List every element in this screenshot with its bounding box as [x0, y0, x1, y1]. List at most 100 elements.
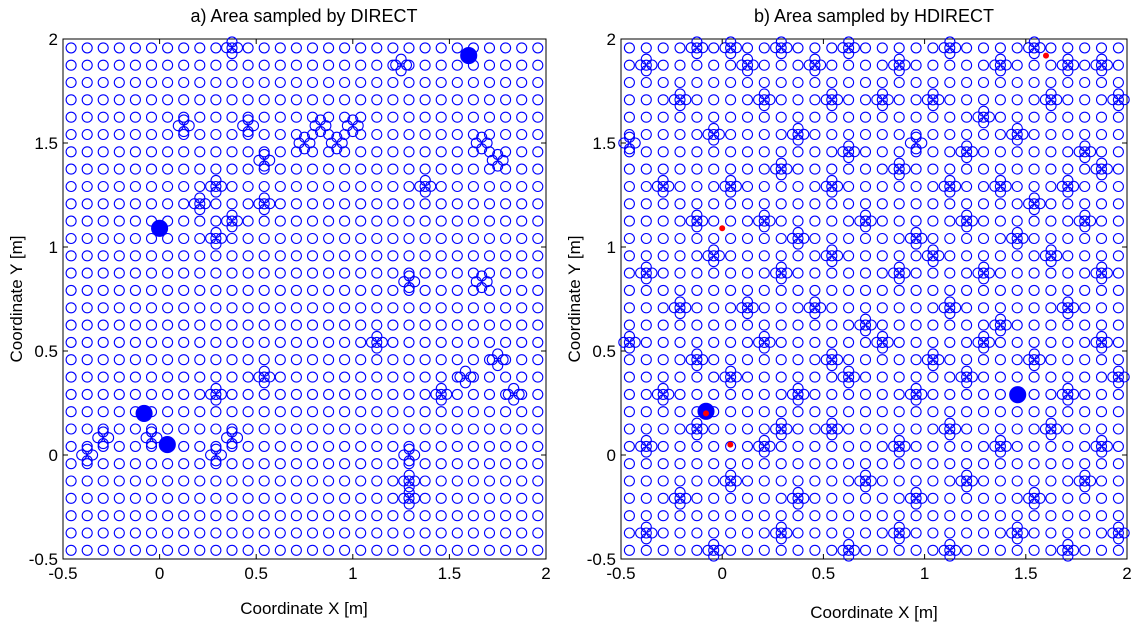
sample-point: [419, 527, 431, 539]
sample-point: [242, 128, 254, 141]
sample-point: [1011, 510, 1023, 522]
sample-point: [741, 232, 754, 245]
sample-point: [623, 163, 635, 175]
sample-point: [1045, 163, 1057, 175]
sample-point: [859, 215, 872, 227]
sample-point: [1028, 475, 1040, 487]
sample-point: [451, 250, 463, 262]
sample-point: [194, 146, 206, 158]
sample-point: [323, 423, 335, 435]
refined-sample-point: [1051, 94, 1063, 106]
sample-point: [242, 371, 254, 383]
sample-point: [809, 128, 821, 141]
sample-point: [258, 163, 270, 175]
sample-point: [97, 232, 109, 245]
sample-point: [1045, 198, 1057, 210]
sample-point: [708, 215, 720, 227]
sample-point: [210, 250, 222, 262]
sample-point: [210, 284, 222, 296]
refined-sample-point: [1045, 417, 1057, 429]
sample-point: [483, 180, 496, 193]
sample-point: [657, 146, 669, 158]
sample-point: [178, 111, 190, 123]
sample-point: [145, 319, 158, 331]
sample-point: [961, 336, 973, 348]
refined-sample-point: [747, 302, 759, 314]
sample-point: [741, 527, 754, 539]
refined-sample-point: [320, 120, 332, 132]
sample-point: [876, 354, 888, 366]
sample-point: [1112, 371, 1124, 383]
sample-point: [339, 336, 351, 348]
refined-sample-point: [994, 65, 1007, 77]
sample-point: [387, 510, 399, 522]
sample-point: [691, 59, 703, 71]
sample-point: [640, 302, 652, 314]
sample-point: [674, 42, 686, 54]
sample-point: [1028, 440, 1040, 452]
sample-point: [708, 76, 720, 89]
sample-point: [708, 319, 720, 331]
sample-point: [893, 111, 905, 123]
sample-point: [809, 111, 821, 123]
sample-point: [451, 371, 463, 383]
sample-point: [339, 163, 351, 175]
sample-point: [961, 215, 973, 227]
sample-point: [859, 232, 872, 245]
sample-point: [355, 336, 367, 348]
sample-point: [145, 510, 158, 522]
sample-point: [640, 215, 652, 227]
refined-sample-point: [441, 388, 453, 400]
refined-sample-point: [837, 544, 849, 556]
refined-sample-point: [809, 65, 821, 77]
sample-point: [994, 267, 1006, 279]
sample-point: [113, 406, 125, 418]
sample-point: [657, 336, 669, 348]
sample-point: [977, 475, 990, 487]
sample-point: [961, 492, 973, 504]
refined-sample-point: [1011, 238, 1023, 250]
sample-point: [758, 76, 770, 89]
sample-point: [1079, 510, 1091, 522]
refined-sample-point: [640, 261, 652, 273]
refined-sample-point: [927, 348, 939, 360]
sample-point: [1079, 423, 1091, 435]
sample-point: [826, 388, 838, 400]
refined-sample-point: [398, 276, 410, 288]
sample-point: [741, 510, 754, 522]
sample-point: [1028, 302, 1040, 314]
sample-point: [129, 128, 141, 141]
sample-point: [210, 76, 222, 89]
sample-point: [775, 336, 787, 348]
sample-point: [809, 475, 821, 487]
refined-sample-point: [826, 360, 838, 372]
sample-point: [500, 354, 512, 366]
sample-point: [274, 423, 286, 435]
sample-point: [1095, 163, 1108, 175]
sample-point: [339, 302, 351, 314]
sample-point: [1112, 250, 1124, 262]
sample-point: [162, 492, 174, 504]
refined-sample-point: [1079, 481, 1091, 493]
sample-point: [194, 215, 206, 227]
sample-point: [97, 354, 109, 366]
sample-point: [339, 198, 351, 210]
ticks-b: -0.5 0 0.5 1 1.5 2-0.500.511.52: [587, 30, 1132, 583]
sample-point: [691, 544, 703, 556]
sample-point: [145, 267, 158, 279]
sample-point: [532, 492, 544, 504]
sample-point: [194, 423, 206, 435]
sample-point: [1062, 475, 1074, 487]
refined-sample-point: [832, 180, 844, 192]
sample-point: [178, 336, 190, 348]
refined-sample-point: [910, 226, 922, 238]
sample-point: [371, 59, 383, 71]
y-tick-label: 1.5: [34, 134, 58, 153]
sample-point: [516, 302, 528, 314]
sample-point: [708, 544, 720, 556]
sample-point: [994, 354, 1006, 366]
sample-point: [708, 128, 720, 141]
sample-point: [843, 163, 855, 175]
sample-point: [451, 128, 463, 141]
sample-point: [859, 111, 872, 123]
